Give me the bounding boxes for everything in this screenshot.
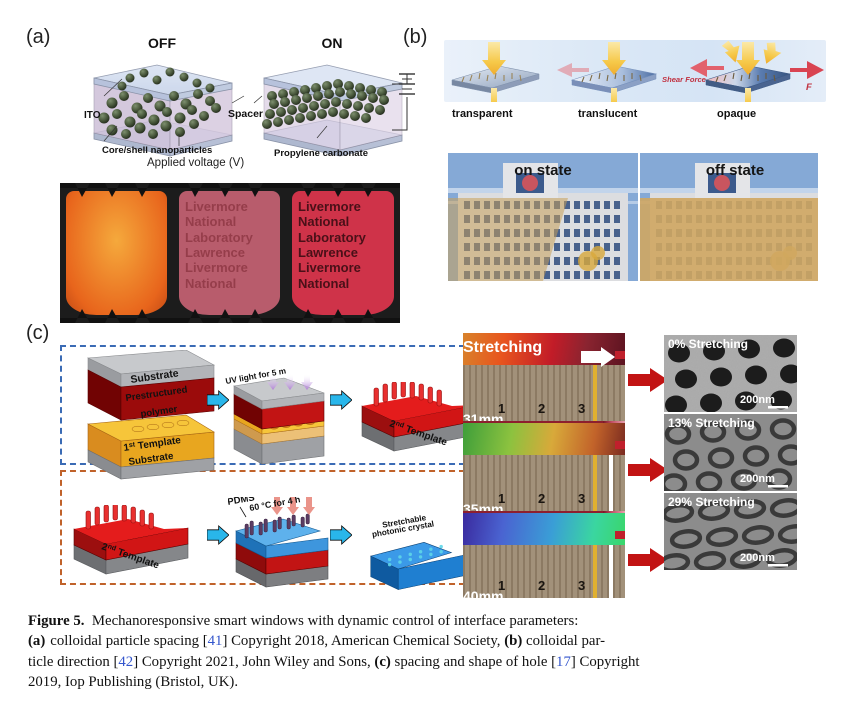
svg-text:on state: on state	[514, 162, 572, 179]
svg-text:ITO: ITO	[84, 110, 101, 121]
svg-text:2: 2	[538, 578, 545, 593]
svg-text:2: 2	[538, 401, 545, 416]
svg-text:200nm: 200nm	[740, 394, 775, 406]
svg-text:3: 3	[578, 578, 585, 593]
svg-text:ON: ON	[322, 38, 343, 51]
svg-text:OFF: OFF	[148, 38, 176, 51]
svg-text:200nm: 200nm	[740, 552, 775, 564]
svg-text:0% Stretching: 0% Stretching	[668, 337, 748, 351]
svg-text:F: F	[806, 82, 812, 93]
svg-text:13% Stretching: 13% Stretching	[668, 416, 755, 430]
svg-text:Core/shell nanoparticles: Core/shell nanoparticles	[102, 145, 212, 156]
svg-text:Propylene carbonate: Propylene carbonate	[274, 148, 368, 159]
svg-text:2: 2	[538, 491, 545, 506]
svg-text:3: 3	[578, 491, 585, 506]
svg-text:off state: off state	[706, 162, 764, 179]
svg-text:Shear Force: Shear Force	[662, 75, 707, 84]
svg-text:3: 3	[578, 401, 585, 416]
svg-text:200nm: 200nm	[740, 473, 775, 485]
svg-text:29% Stretching: 29% Stretching	[668, 495, 755, 509]
